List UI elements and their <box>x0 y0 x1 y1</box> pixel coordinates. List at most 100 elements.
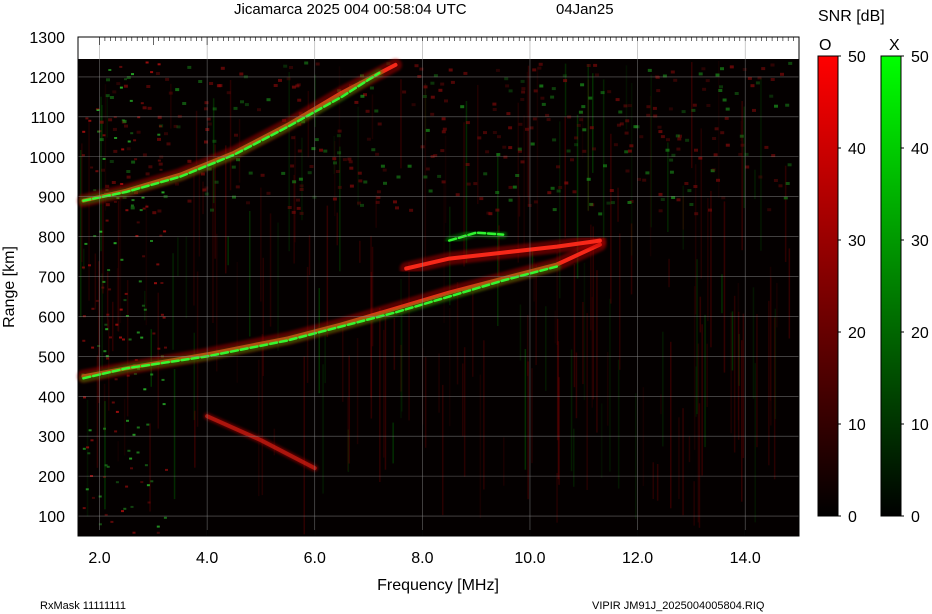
noise-cell <box>108 118 113 122</box>
noise-cell <box>417 75 422 78</box>
noise-streak <box>768 300 770 466</box>
noise-streak <box>194 410 196 468</box>
noise-cell <box>161 191 165 194</box>
noise-streak <box>691 62 693 169</box>
noise-streak <box>737 311 740 440</box>
noise-cell <box>113 149 118 153</box>
colorbar-tick-label: 50 <box>848 49 866 66</box>
noise-cell <box>358 179 363 183</box>
noise-cell <box>419 67 424 71</box>
noise-streak <box>519 304 522 361</box>
noise-cell <box>532 68 537 72</box>
noise-cell <box>382 168 387 172</box>
noise-cell <box>146 423 150 426</box>
noise-cell <box>112 127 117 131</box>
noise-cell <box>332 157 337 161</box>
noise-cell <box>440 82 445 86</box>
noise-streak <box>322 364 324 494</box>
noise-cell <box>147 501 151 504</box>
trace-o-4 <box>404 238 602 271</box>
noise-streak <box>342 326 344 402</box>
noise-cell <box>539 84 544 88</box>
noise-streak <box>701 324 703 476</box>
noise-cell <box>658 209 663 213</box>
noise-cell <box>574 143 579 147</box>
noise-streak <box>531 249 534 276</box>
noise-cell <box>402 90 407 94</box>
noise-cell <box>780 72 784 76</box>
noise-cell <box>283 64 288 68</box>
noise-streak <box>173 369 176 500</box>
noise-cell <box>139 209 143 212</box>
y-tick-label: 700 <box>38 270 65 287</box>
noise-streak <box>587 64 589 211</box>
noise-cell <box>502 145 507 149</box>
noise-cell <box>437 174 442 178</box>
noise-cell <box>742 68 747 71</box>
noise-cell <box>101 168 105 172</box>
noise-cell <box>629 200 634 203</box>
noise-cell <box>438 88 443 92</box>
noise-cell <box>266 98 271 102</box>
noise-cell <box>104 464 108 467</box>
noise-cell <box>235 185 240 189</box>
noise-cell <box>520 160 525 164</box>
noise-cell <box>120 258 124 261</box>
noise-cell <box>357 201 361 205</box>
noise-cell <box>357 171 362 175</box>
noise-streak <box>193 332 195 421</box>
colorbar-o-label: O <box>819 37 831 54</box>
noise-cell <box>105 184 110 188</box>
noise-cell <box>108 288 112 291</box>
noise-cell <box>290 164 295 168</box>
noise-streak <box>526 315 529 376</box>
noise-cell <box>627 149 632 153</box>
noise-streak <box>670 341 672 509</box>
noise-streak <box>649 95 652 257</box>
noise-cell <box>122 119 127 123</box>
noise-cell <box>291 85 296 89</box>
noise-cell <box>115 481 119 484</box>
noise-cell <box>671 153 676 157</box>
noise-cell <box>82 447 86 450</box>
noise-cell <box>133 372 137 375</box>
noise-cell <box>278 78 282 82</box>
noise-cell <box>103 427 106 430</box>
noise-streak <box>668 258 670 288</box>
noise-cell <box>134 158 138 161</box>
noise-cell <box>787 163 792 167</box>
noise-cell <box>124 124 128 128</box>
noise-streak <box>784 165 787 262</box>
noise-streak <box>573 264 576 388</box>
noise-cell <box>113 200 117 203</box>
noise-cell <box>504 77 509 81</box>
noise-cell <box>551 87 556 91</box>
noise-cell <box>660 135 665 139</box>
noise-cell <box>202 188 207 192</box>
noise-cell <box>175 88 180 92</box>
noise-cell <box>266 191 271 195</box>
noise-cell <box>333 161 337 165</box>
noise-cell <box>546 118 551 122</box>
noise-cell <box>236 158 240 162</box>
noise-cell <box>610 201 615 205</box>
noise-cell <box>383 181 387 185</box>
noise-cell <box>91 346 95 349</box>
noise-streak <box>102 194 104 294</box>
noise-streak <box>117 441 119 462</box>
noise-cell <box>332 197 337 201</box>
noise-cell <box>694 212 699 216</box>
colorbar-tick-label: 20 <box>911 325 929 342</box>
y-tick-label: 1100 <box>31 110 66 127</box>
noise-cell <box>165 77 170 81</box>
noise-cell <box>159 168 163 171</box>
noise-cell <box>239 72 244 76</box>
noise-cell <box>752 108 756 112</box>
noise-streak <box>610 133 612 304</box>
noise-cell <box>770 63 775 67</box>
noise-cell <box>508 89 513 93</box>
noise-cell <box>145 205 149 208</box>
noise-streak <box>308 235 311 276</box>
noise-cell <box>711 168 716 172</box>
noise-cell <box>286 77 291 81</box>
